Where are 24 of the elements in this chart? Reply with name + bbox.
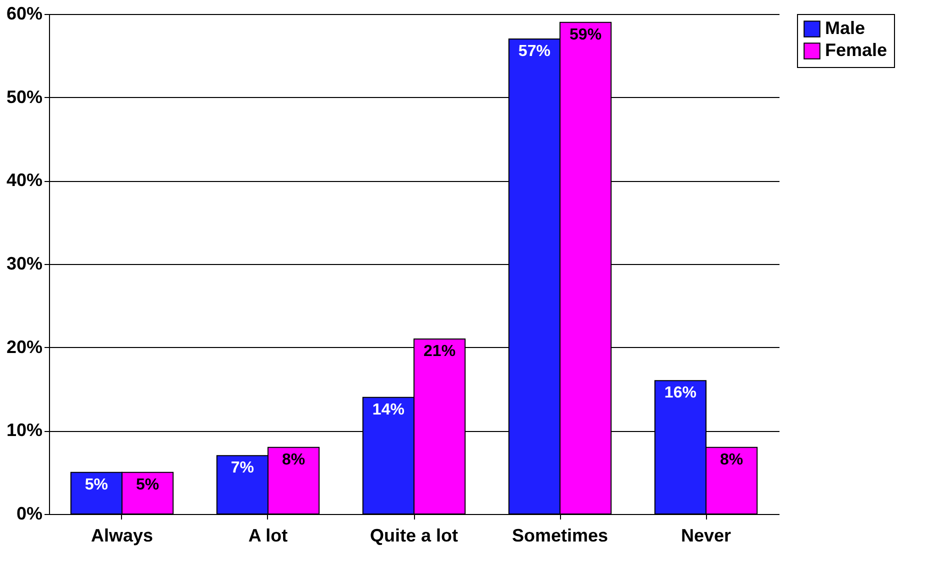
legend-label: Male bbox=[825, 18, 866, 38]
x-tick-label: Never bbox=[680, 526, 732, 546]
y-tick-label: 30% bbox=[6, 254, 42, 274]
data-label: 5% bbox=[136, 476, 160, 494]
y-tick-label: 0% bbox=[16, 504, 42, 524]
data-label: 5% bbox=[84, 476, 108, 494]
y-tick-label: 50% bbox=[6, 86, 42, 107]
data-label: 8% bbox=[720, 451, 744, 468]
x-tick-label: Quite a lot bbox=[370, 526, 458, 546]
data-label: 8% bbox=[282, 451, 306, 468]
data-label: 16% bbox=[664, 384, 696, 402]
data-label: 59% bbox=[570, 26, 602, 44]
y-tick-label: 10% bbox=[6, 420, 42, 440]
legend-label: Female bbox=[825, 40, 888, 60]
x-tick-label: Always bbox=[90, 526, 154, 546]
y-tick-label: 20% bbox=[6, 336, 42, 357]
y-tick-label: 40% bbox=[6, 170, 42, 190]
y-tick-label: 60% bbox=[6, 4, 42, 24]
data-label: 57% bbox=[518, 43, 550, 60]
x-tick-label: A lot bbox=[248, 526, 288, 546]
data-label: 7% bbox=[230, 460, 254, 477]
data-label: 21% bbox=[424, 343, 456, 360]
x-tick-label: Sometimes bbox=[512, 526, 608, 546]
data-label: 14% bbox=[372, 401, 404, 418]
